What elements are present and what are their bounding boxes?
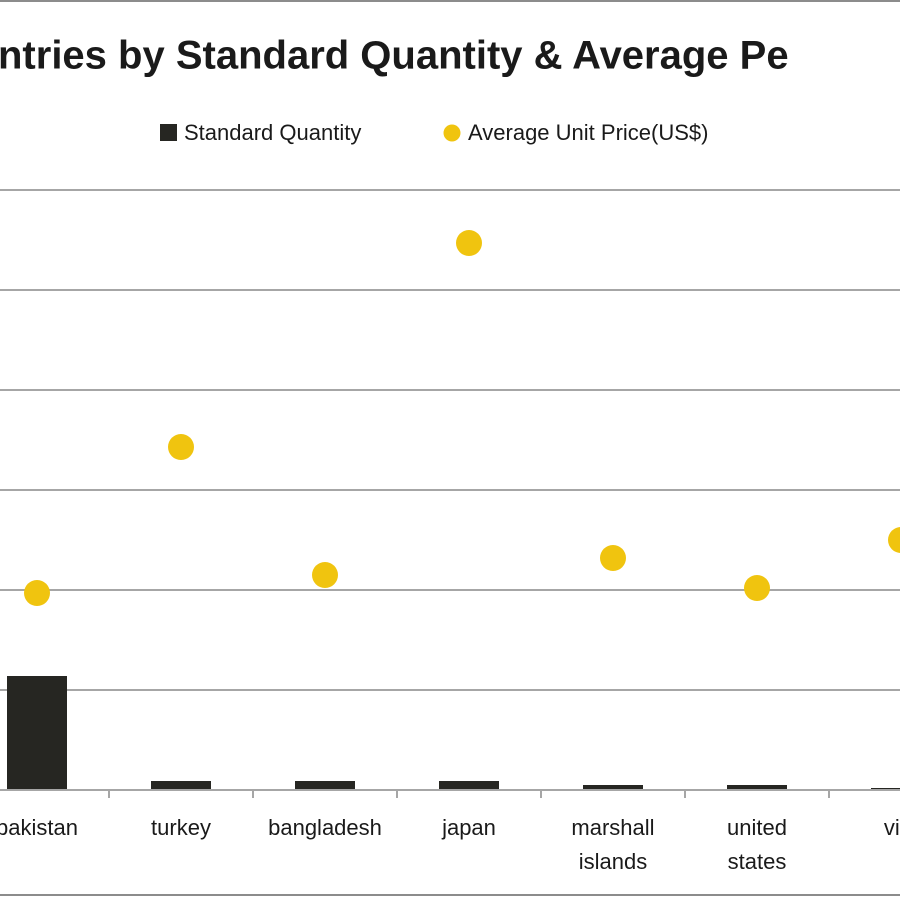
bar xyxy=(583,785,643,790)
x-tick-label: marshall islands xyxy=(571,815,654,874)
legend-label: Average Unit Price(US$) xyxy=(468,120,708,145)
point xyxy=(600,545,626,571)
x-tick-label: turkey xyxy=(151,815,211,840)
bar xyxy=(151,781,211,790)
bar xyxy=(727,785,787,790)
point xyxy=(744,575,770,601)
bar xyxy=(439,781,499,790)
point xyxy=(24,580,50,606)
legend-label: Standard Quantity xyxy=(184,120,361,145)
x-tick-label: united states xyxy=(727,815,787,874)
x-tick-label: viet xyxy=(884,815,900,840)
x-tick-label: bangladesh xyxy=(268,815,382,840)
bar xyxy=(295,781,355,790)
point xyxy=(888,527,900,553)
point xyxy=(456,230,482,256)
bar xyxy=(7,676,67,790)
chart-title: ntries by Standard Quantity & Average Pe xyxy=(0,34,789,78)
x-tick-label: japan xyxy=(441,815,496,840)
legend-swatch xyxy=(443,124,461,142)
point xyxy=(312,562,338,588)
x-tick-label: pakistan xyxy=(0,815,78,840)
legend-swatch xyxy=(160,124,177,141)
point xyxy=(168,434,194,460)
